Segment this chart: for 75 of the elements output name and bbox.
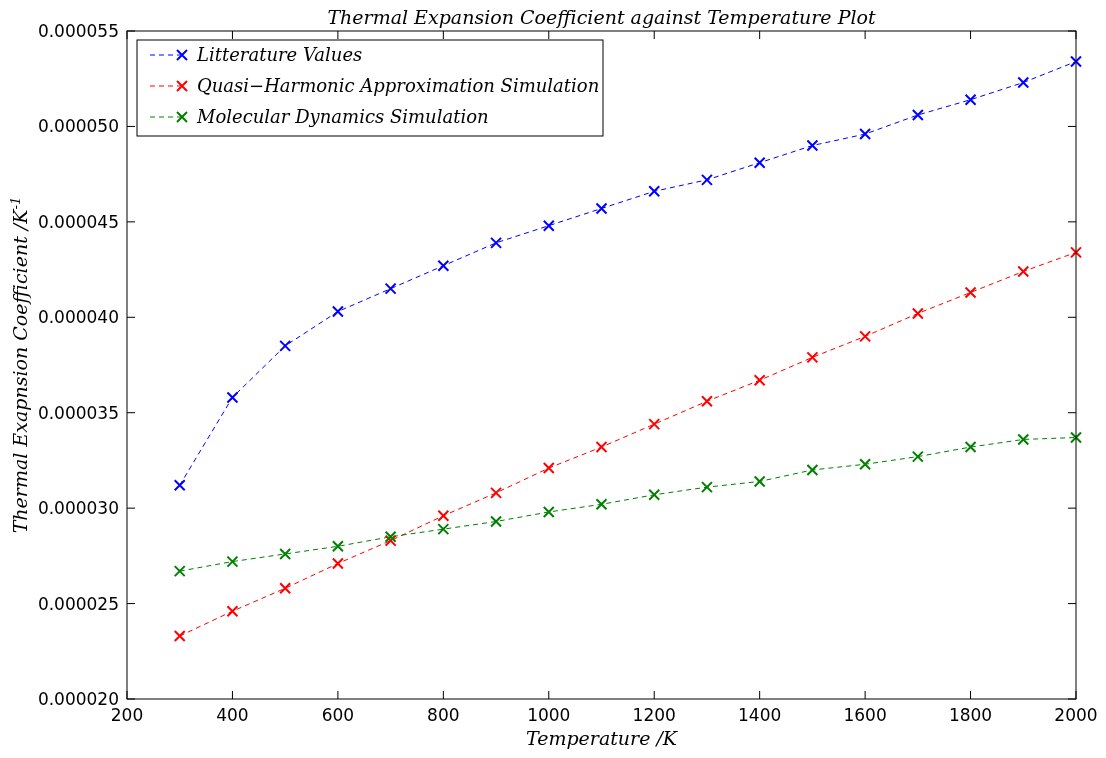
point [226, 391, 239, 404]
point [911, 108, 924, 121]
point [806, 139, 819, 152]
point [331, 557, 344, 570]
point [1017, 76, 1030, 89]
point [384, 530, 397, 543]
point [753, 156, 766, 169]
point [279, 547, 292, 560]
point [859, 330, 872, 343]
point [700, 173, 713, 186]
point [806, 463, 819, 476]
x-tick-label: 1200 [632, 705, 676, 725]
x-tick-label: 1800 [948, 705, 993, 725]
x-axis-title: Temperature /K [525, 727, 679, 749]
point [911, 450, 924, 463]
point [1070, 246, 1082, 259]
x-tick-label: 800 [427, 705, 460, 725]
y-tick-label: 0.000040 [37, 307, 119, 328]
point [1017, 433, 1030, 446]
point [331, 540, 344, 553]
x-tick-label: 1600 [843, 705, 887, 725]
point [542, 505, 555, 518]
point [384, 282, 397, 295]
point [595, 202, 608, 215]
y-tick-label: 0.000050 [37, 116, 119, 137]
point [437, 523, 450, 536]
point [964, 93, 977, 106]
point [331, 305, 344, 318]
point [806, 351, 819, 364]
y-tick-label: 0.000055 [37, 21, 119, 41]
point [542, 462, 555, 475]
point [1070, 431, 1082, 444]
point [384, 534, 397, 547]
point [859, 128, 872, 141]
point [542, 219, 555, 232]
point [226, 555, 239, 568]
point [911, 307, 924, 320]
chart-title: Thermal Expansion Coefficient against Temperature Plot [327, 6, 876, 28]
point [700, 481, 713, 494]
point [700, 395, 713, 408]
x-tick-label: 400 [216, 705, 249, 725]
y-tick-label: 0.000035 [37, 402, 119, 423]
point [753, 475, 766, 488]
point [964, 286, 977, 299]
point [490, 486, 503, 499]
point [595, 498, 608, 511]
point [648, 418, 661, 431]
point [173, 630, 186, 643]
point [964, 441, 977, 454]
point [595, 441, 608, 454]
x-tick-label: 1000 [527, 705, 571, 725]
point [437, 259, 450, 272]
x-tick-label: 2000 [1054, 705, 1098, 725]
y-tick-label: 0.000030 [37, 498, 119, 519]
y-tick-label: 0.000025 [37, 593, 119, 614]
point [279, 582, 292, 595]
point [1070, 55, 1082, 68]
point [648, 185, 661, 198]
legend-label: Quasi−Harmonic Approximation Simulation [197, 75, 600, 96]
x-tick-label: 600 [321, 705, 355, 725]
point [1017, 265, 1030, 278]
point [753, 374, 766, 387]
point [173, 479, 186, 492]
legend-label: Molecular Dynamics Simulation [196, 106, 489, 127]
point [173, 565, 186, 578]
legend-label: Litterature Values [196, 44, 363, 65]
point [490, 236, 503, 249]
point [648, 488, 661, 501]
point [859, 458, 872, 471]
point [279, 339, 292, 352]
x-tick-label: 1400 [738, 705, 782, 725]
y-tick-label: 0.000045 [37, 211, 119, 232]
point [490, 515, 503, 528]
point [226, 605, 239, 618]
point [437, 509, 450, 522]
